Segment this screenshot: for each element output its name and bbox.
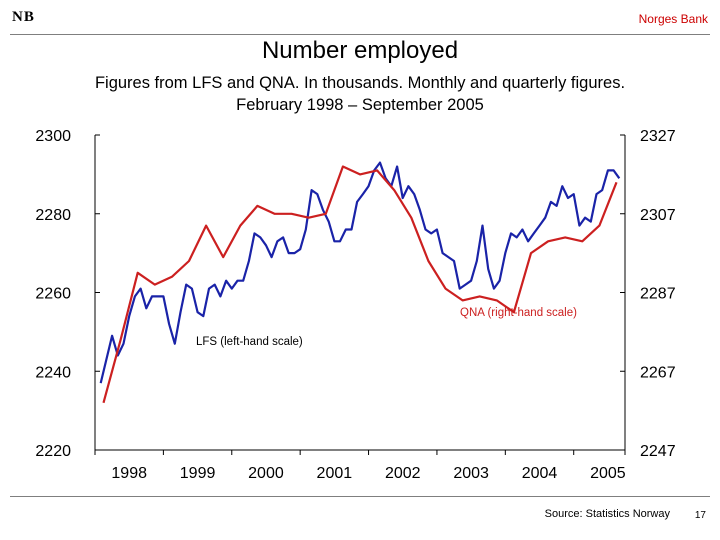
subtitle-line-2: February 1998 – September 2005 — [236, 96, 484, 114]
x-tick-label: 1999 — [180, 465, 216, 482]
lfs-annotation: LFS (left-hand scale) — [196, 336, 303, 348]
qna-annotation: QNA (right-hand scale) — [460, 307, 577, 319]
y-left-tick-label: 2240 — [35, 364, 71, 381]
y-left-tick-label: 2220 — [35, 443, 71, 460]
y-right-tick-label: 2267 — [640, 364, 676, 381]
x-tick-label: 2001 — [317, 465, 353, 482]
page-number: 17 — [694, 510, 706, 521]
x-tick-label: 1998 — [111, 465, 147, 482]
source-note: Source: Statistics Norway — [544, 508, 670, 520]
y-left-tick-label: 2260 — [35, 286, 71, 303]
slide-title: Number employed — [261, 37, 459, 64]
header-divider — [10, 34, 710, 35]
x-tick-label: 2003 — [453, 465, 489, 482]
qna-series-line — [102, 165, 618, 404]
y-right-tick-label: 2287 — [640, 286, 676, 303]
norges-bank-logo: NB — [12, 9, 35, 25]
y-right-tick-label: 2307 — [640, 207, 676, 224]
y-right-tick-label: 2247 — [640, 443, 676, 460]
lfs-series-line — [99, 161, 621, 384]
y-left-tick-label: 2300 — [35, 128, 71, 145]
footer-divider — [10, 496, 710, 497]
x-tick-label: 2000 — [248, 465, 284, 482]
y-left-tick-label: 2280 — [35, 207, 71, 224]
slide-subtitle: Figures from LFS and QNA. In thousands. … — [0, 72, 720, 116]
x-tick-label: 2002 — [385, 465, 421, 482]
subtitle-line-1: Figures from LFS and QNA. In thousands. … — [94, 74, 626, 92]
y-right-tick-label: 2327 — [640, 128, 676, 145]
x-tick-label: 2005 — [590, 465, 626, 482]
bank-name: Norges Bank — [638, 12, 708, 26]
x-tick-label: 2004 — [522, 465, 558, 482]
